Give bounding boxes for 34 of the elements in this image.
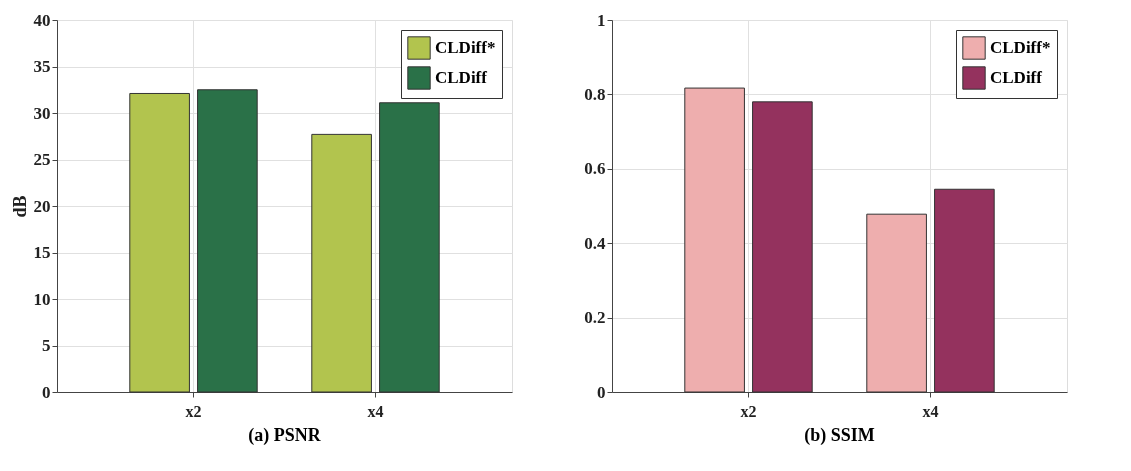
y-tick-label: 30 [33,103,51,123]
y-tick-label: 20 [33,196,51,216]
text: (a) PSNR [248,425,322,446]
y-tick-label: 35 [33,57,51,76]
y-tick-label: 1 [597,10,606,30]
x-tick-label: x4 [367,402,384,420]
y-tick-label: 0.6 [584,159,606,179]
x-tick-label: x2 [185,402,202,420]
y-tick-label: 40 [33,10,51,30]
y-tick-label: 25 [33,150,51,169]
y-tick-label: 0.2 [584,308,606,328]
legend-label: CLDiff* [990,38,1051,57]
bar [129,92,190,393]
bar [379,102,440,393]
bar [752,101,813,393]
x-tick-label: x2 [740,402,757,420]
bar [684,87,745,393]
y-tick-label: 0.4 [584,233,606,253]
y-tick-label: 0 [597,382,606,402]
bar [866,213,927,393]
bar [197,89,258,393]
y-tick-label: 0 [42,382,51,402]
bar [311,133,372,393]
x-tick-label: x4 [922,402,939,420]
legend-label: CLDiff [435,68,488,87]
legend-label: CLDiff* [435,38,496,57]
text: (b) SSIM [804,425,875,446]
y-tick-label: 0.8 [584,84,606,104]
y-tick-label: 10 [33,289,51,309]
legend-label: CLDiff [990,68,1043,87]
bar [934,188,995,393]
y-tick-label: 15 [33,243,51,262]
y-axis-title: dB [9,195,30,218]
y-tick-label: 5 [42,336,51,355]
